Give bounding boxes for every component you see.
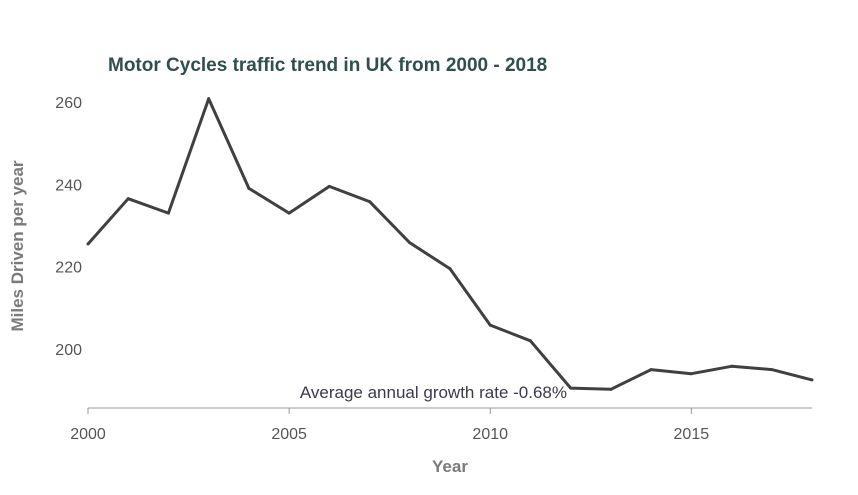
data-point [488,323,492,327]
x-axis-ticks: 2000 2005 2010 2015 [70,408,709,443]
data-point [730,364,734,368]
data-point [810,378,814,382]
x-tick-label: 2005 [271,426,307,443]
x-tick-label: 2010 [472,426,508,443]
data-point [528,339,532,343]
data-point [166,211,170,215]
data-point [207,97,211,101]
x-tick-label: 2015 [674,426,710,443]
growth-rate-annotation: Average annual growth rate -0.68% [300,383,567,402]
y-axis-label: Miles Driven per year [8,160,27,331]
data-point [408,241,412,245]
data-point [287,211,291,215]
y-tick-label: 260 [55,95,82,112]
series-line [86,97,813,391]
data-point [569,386,573,390]
data-point [609,387,613,391]
x-axis-label: Year [432,457,468,476]
data-point [649,368,653,372]
data-point [86,242,90,246]
y-tick-label: 220 [55,260,82,277]
data-point [689,372,693,376]
data-point [770,368,774,372]
data-point [368,200,372,204]
data-point [448,267,452,271]
y-axis-ticks: 200 220 240 260 [55,95,82,359]
y-tick-label: 240 [55,177,82,194]
y-tick-label: 200 [55,342,82,359]
data-points [86,97,814,391]
chart-title: Motor Cycles traffic trend in UK from 20… [108,55,547,76]
data-point [247,186,251,190]
data-point [327,184,331,188]
x-tick-label: 2000 [70,426,106,443]
data-point [126,197,130,201]
